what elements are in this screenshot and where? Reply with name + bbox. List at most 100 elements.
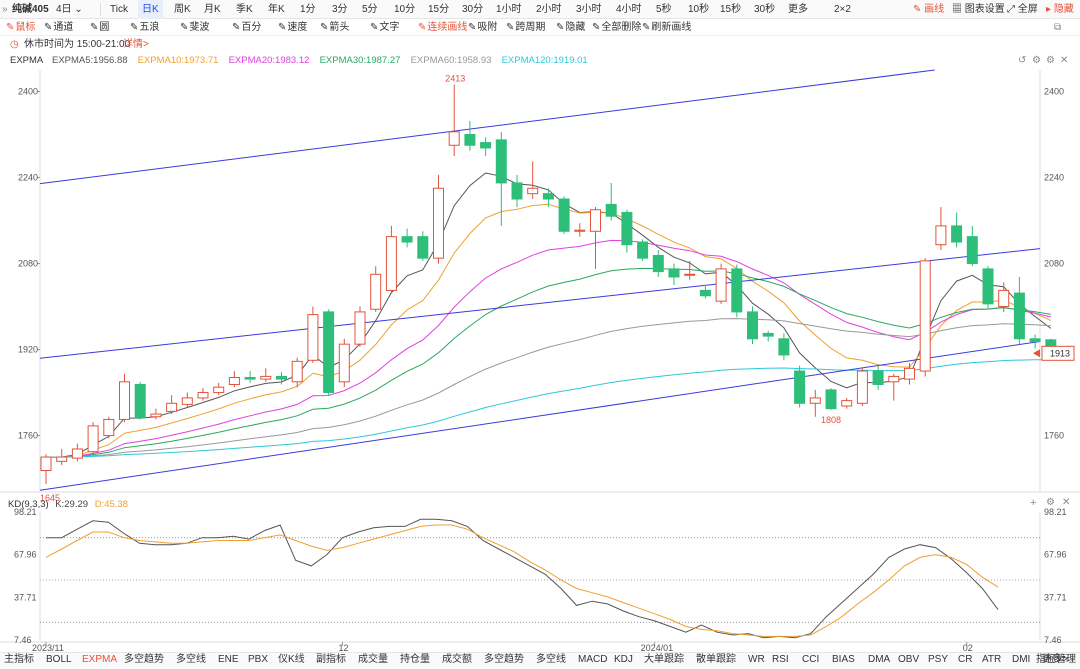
- period-1[interactable]: 日K: [138, 0, 163, 19]
- indicator-tab-29[interactable]: 指标管理: [1036, 654, 1076, 665]
- candle-body: [40, 456, 52, 471]
- indicator-tab-15[interactable]: KDJ: [614, 654, 633, 665]
- indicator-tab-16[interactable]: 大单跟踪: [644, 654, 684, 665]
- gear-icon[interactable]: ⚙: [1046, 55, 1055, 66]
- indicator-tab-6[interactable]: PBX: [248, 654, 269, 665]
- period-5[interactable]: 年K: [268, 4, 285, 15]
- candle-body: [385, 236, 397, 291]
- indicator-tab-12[interactable]: 多空趋势: [484, 654, 524, 665]
- pencil-icon: ✎: [913, 4, 922, 15]
- settings-icon[interactable]: ⚙: [1046, 497, 1055, 508]
- tool-9[interactable]: ✎连续画线: [418, 19, 467, 36]
- indicator-tab-21[interactable]: BIAS: [832, 654, 855, 665]
- expma-value-4: EXPMA60:1958.93: [410, 55, 492, 66]
- tool-8[interactable]: ✎文字: [370, 19, 399, 36]
- period-18[interactable]: 15秒: [720, 4, 742, 15]
- tool-13[interactable]: ✎全部删除: [592, 19, 641, 36]
- session-detail-link[interactable]: 详情>: [123, 39, 149, 50]
- settings-icon[interactable]: ⚙: [1032, 55, 1041, 66]
- tool-1[interactable]: ✎通道: [44, 19, 73, 36]
- indicator-name[interactable]: EXPMA: [10, 55, 44, 66]
- period-9[interactable]: 10分: [394, 4, 416, 15]
- period-10[interactable]: 15分: [428, 4, 450, 15]
- indicator-tab-5[interactable]: ENE: [218, 654, 239, 665]
- candle-body: [260, 375, 272, 380]
- period-0[interactable]: Tick: [110, 4, 128, 15]
- indicator-tab-26[interactable]: ATR: [982, 654, 1002, 665]
- add-icon[interactable]: +: [1030, 497, 1037, 509]
- tool-5[interactable]: ✎百分: [232, 19, 261, 36]
- candle-body: [1045, 339, 1057, 353]
- tool-2[interactable]: ✎圆: [90, 19, 109, 36]
- period-13[interactable]: 2小时: [536, 4, 562, 15]
- indicator-tab-0[interactable]: 主指标: [4, 654, 34, 665]
- tool-14[interactable]: ✎刷新画线: [642, 19, 691, 36]
- k-line: [46, 518, 999, 639]
- indicator-tab-18[interactable]: WR: [748, 654, 765, 665]
- indicator-tab-20[interactable]: CCI: [802, 654, 820, 665]
- period-6[interactable]: 1分: [300, 4, 316, 15]
- period-15[interactable]: 4小时: [616, 4, 642, 15]
- period-3[interactable]: 月K: [204, 4, 221, 15]
- kd-name[interactable]: KD(9,3,3): [8, 499, 49, 510]
- indicator-tab-11[interactable]: 成交额: [442, 654, 472, 665]
- indicator-tab-25[interactable]: CR: [958, 654, 973, 665]
- tool-0[interactable]: ✎鼠标: [6, 19, 35, 36]
- high-label: 2413: [445, 74, 465, 84]
- refresh-icon[interactable]: ↺: [1018, 55, 1027, 66]
- period-14[interactable]: 3小时: [576, 4, 602, 15]
- expand-icon[interactable]: »: [2, 4, 8, 15]
- indicator-tab-23[interactable]: OBV: [898, 654, 920, 665]
- tool-4[interactable]: ✎斐波: [180, 19, 209, 36]
- period-19[interactable]: 30秒: [754, 4, 776, 15]
- channel-lines: [39, 69, 1041, 491]
- fullscreen-icon: ⤢: [1007, 4, 1015, 15]
- period-4[interactable]: 季K: [236, 4, 253, 15]
- indicator-tab-3[interactable]: 多空趋势: [124, 654, 164, 665]
- chart-settings-button[interactable]: ▦ 图表设置: [952, 4, 1005, 15]
- indicator-tab-4[interactable]: 多空线: [176, 654, 206, 665]
- indicator-tab-14[interactable]: MACD: [578, 654, 608, 665]
- indicator-tab-22[interactable]: DMA: [868, 654, 891, 665]
- indicator-tab-17[interactable]: 散单跟踪: [696, 654, 736, 665]
- indicator-tab-19[interactable]: RSI: [772, 654, 789, 665]
- candles: [40, 84, 1057, 484]
- period-20[interactable]: 更多: [788, 4, 808, 15]
- tool-12[interactable]: ✎隐藏: [556, 19, 585, 36]
- period-2[interactable]: 周K: [174, 4, 191, 15]
- period-21[interactable]: 2×2: [834, 4, 851, 15]
- indicator-tab-13[interactable]: 多空线: [536, 654, 566, 665]
- candle-body: [150, 413, 162, 418]
- indicator-tab-10[interactable]: 持仓量: [400, 654, 430, 665]
- tool-10[interactable]: ✎吸附: [468, 19, 497, 36]
- candle-body: [715, 268, 727, 302]
- indicator-tab-7[interactable]: 仪K线: [278, 654, 305, 665]
- close-icon[interactable]: ✕: [1060, 55, 1069, 66]
- indicator-tab-24[interactable]: PSY: [928, 654, 949, 665]
- hide-button[interactable]: ▸ 隐藏: [1046, 4, 1074, 15]
- symbol-name[interactable]: 纯碱405: [12, 4, 49, 15]
- indicator-tab-8[interactable]: 副指标: [316, 654, 346, 665]
- tool-3[interactable]: ✎五浪: [130, 19, 159, 36]
- days-select[interactable]: 4日 ⌄: [56, 4, 83, 15]
- tool-11[interactable]: ✎跨周期: [506, 19, 545, 36]
- copy-icon[interactable]: ⧉: [1054, 22, 1062, 33]
- fullscreen-button[interactable]: ⤢ 全屏: [1007, 4, 1038, 15]
- indicator-tab-28[interactable]: 更多>: [1042, 654, 1068, 665]
- tool-7[interactable]: ✎箭头: [320, 19, 349, 36]
- indicator-tab-2[interactable]: EXPMA: [82, 654, 118, 665]
- close-icon[interactable]: ✕: [1062, 497, 1071, 508]
- period-8[interactable]: 5分: [362, 4, 378, 15]
- tool-icon: ✎: [180, 22, 189, 33]
- indicator-tab-1[interactable]: BOLL: [46, 654, 72, 665]
- period-16[interactable]: 5秒: [656, 4, 672, 15]
- period-11[interactable]: 30分: [462, 4, 484, 15]
- tool-6[interactable]: ✎速度: [278, 19, 307, 36]
- draw-button[interactable]: ✎ 画线: [913, 4, 945, 15]
- period-17[interactable]: 10秒: [688, 4, 710, 15]
- indicator-tab-27[interactable]: DMI: [1012, 654, 1031, 665]
- period-12[interactable]: 1小时: [496, 4, 522, 15]
- indicator-tab-9[interactable]: 成交量: [358, 654, 388, 665]
- period-7[interactable]: 3分: [332, 4, 348, 15]
